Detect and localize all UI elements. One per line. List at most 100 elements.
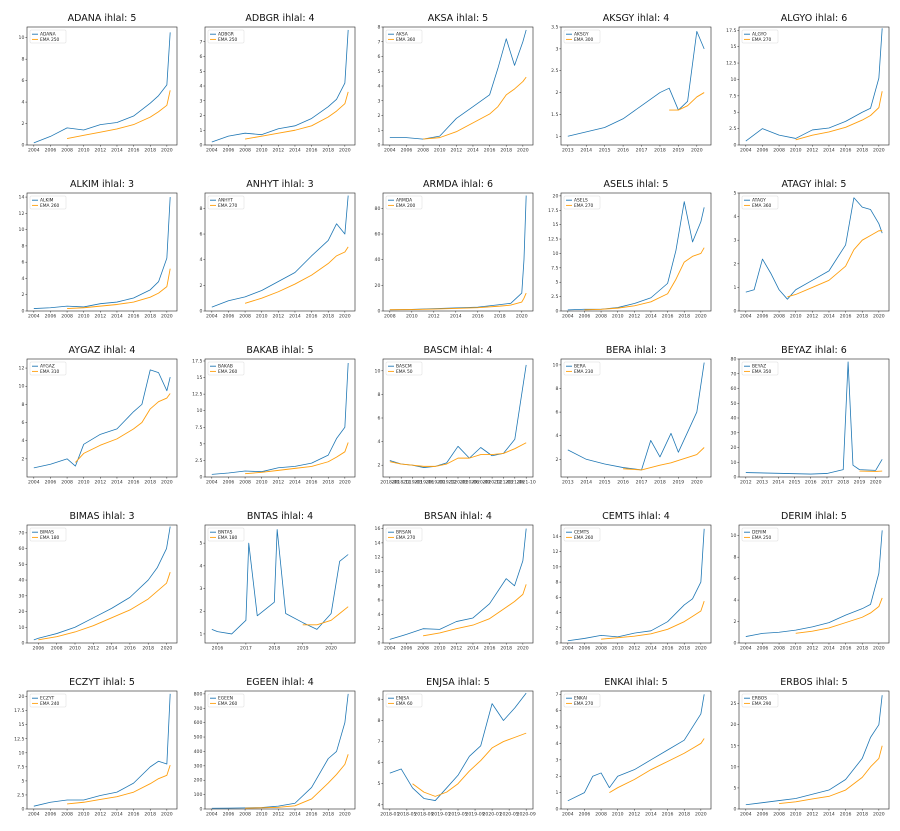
ema-series-line [66,90,171,140]
chart-svg: ARMDA ihlal: 6 0 20 40 60 80 2008 2010 2012 2014 2… [375,179,534,320]
chart-title: ATAGY ihlal: 5 [782,179,847,190]
x-tick-label: 2016 [128,148,140,154]
x-tick-label: 2006 [45,314,57,320]
plot-frame [204,192,356,312]
chart-svg: BASCM ihlal: 42468102018-092018-122019-0… [375,345,536,486]
x-tick-label: 2020 [691,480,703,486]
y-tick-label: 2 [21,456,24,462]
chart-svg: BERA ihlal: 3 2 4 6 8 10 2013 2014 2015 2016 2017 2… [553,345,712,486]
ema-series-line [609,738,705,793]
x-tick-label: 2020 [516,314,528,320]
y-tick-label: 17.5 [192,358,202,364]
x-tick-label: 2014 [645,314,657,320]
x-tick-label: 2006 [45,480,57,486]
x-tick-label: 2004 [562,812,574,818]
chart-panel: ECZYT ihlal: 5 0 2.5 5 7.5 10 12.5 15 17.5 20 2004… [5,676,181,826]
x-tick-label: 2017 [636,480,648,486]
chart-title: EGEEN ihlal: 4 [246,677,314,688]
chart-svg: ALKIM ihlal: 3 0 2 4 6 8 10 12 14 2004 2006 2008 201… [19,179,178,320]
x-tick-label: 2014 [111,314,123,320]
plot-frame [204,26,356,146]
plot-frame [26,26,178,146]
x-tick-label: 2010 [406,314,418,320]
x-tick-label: 2020 [339,314,351,320]
ema-series-line [795,91,883,141]
chart-panel: AKSA ihlal: 5 0 1 2 3 4 5 6 7 8 2004 2006 2008 2010 20… [361,12,537,162]
y-tick-label: 10 [375,368,381,374]
x-tick-label: 2014 [823,812,835,818]
y-tick-label: 7 [555,692,558,698]
x-tick-label: 2008 [61,148,73,154]
y-tick-label: 8 [377,583,380,589]
legend-label: BASCM [396,364,412,370]
y-tick-label: 2.5 [17,792,24,798]
x-tick-label: 2018 [654,480,666,486]
x-tick-label: 2020 [695,646,707,652]
y-tick-label: 0 [733,143,736,149]
chart-svg: AKSA ihlal: 5 0 1 2 3 4 5 6 7 8 2004 2006 2008 2010 20… [377,13,534,154]
legend-label: BAKAB [218,364,233,370]
x-tick-label: 2020 [161,480,173,486]
x-tick-label: 2010 [256,480,268,486]
x-tick-label: 2020 [517,148,529,154]
x-tick-label: 2020-09 [471,480,490,486]
plot-frame [382,690,534,810]
y-tick-label: 40 [731,416,737,422]
x-tick-label: 2012 [272,314,284,320]
y-tick-label: 8 [21,57,24,63]
chart-title: ALKIM ihlal: 3 [70,179,134,190]
y-tick-label: 2 [199,113,202,119]
y-tick-label: 70 [19,530,25,536]
x-tick-label: 2010 [256,148,268,154]
x-tick-label: 2004 [206,480,218,486]
y-tick-label: 7.5 [729,93,736,99]
x-tick-label: 2020-01 [482,812,501,818]
x-tick-label: 2014 [823,148,835,154]
legend-label: EMA 270 [574,203,594,209]
chart-panel: BRSAN ihlal: 4 0 2 4 6 8 10 12 14 16 2004 2006 2008 2… [361,510,537,660]
legend-frame [29,361,67,376]
y-tick-label: 2 [199,609,202,615]
chart-title: ADBGR ihlal: 4 [245,13,314,24]
ema-series-line [67,765,171,805]
x-tick-label: 2019 [673,480,685,486]
x-tick-label: 2006 [223,812,235,818]
legend-label: ADBGR [218,32,234,38]
y-tick-label: 20 [19,609,25,615]
x-tick-label: 2012 [450,148,462,154]
chart-panel: CEMTS ihlal: 4 0 2 4 6 8 10 12 14 2004 2006 2008 201… [539,510,715,660]
x-tick-label: 2006 [579,646,591,652]
x-tick-label: 2008 [61,314,73,320]
y-tick-label: 50 [731,401,737,407]
chart-panel: BNTAS ihlal: 4 1 2 3 4 5 2016 2017 2018 2019 2020 B… [183,510,359,660]
legend-label: BERA [574,364,586,370]
chart-title: AKSGY ihlal: 4 [603,13,670,24]
plot-frame [738,690,890,810]
chart-svg: ANHYT ihlal: 3 0 2 4 6 8 2004 2006 2008 2010 2012 2… [199,179,356,320]
x-tick-label: 2008 [773,148,785,154]
x-tick-label: 2020 [339,480,351,486]
x-tick-label: 2014 [823,314,835,320]
chart-svg: ECZYT ihlal: 5 0 2.5 5 7.5 10 12.5 15 17.5 20 2004… [14,677,178,818]
ema-series-line [412,732,527,797]
chart-svg: ERBOS ihlal: 5 0 5 10 15 20 25 2004 2006 2008 2010… [731,677,890,818]
chart-title: BASCM ihlal: 4 [424,345,493,356]
price-series-line [33,693,171,807]
x-tick-label: 2014 [645,646,657,652]
chart-panel: AKSGY ihlal: 4 1 1.5 2 2.5 3 3.5 2013 2014 2015 20… [539,12,715,162]
x-tick-label: 2012 [740,480,752,486]
legend-label: EMA 260 [218,369,238,375]
x-tick-label: 2008 [239,148,251,154]
ema-series-line [75,393,171,463]
x-tick-label: 2004 [384,148,396,154]
y-tick-label: 4 [733,214,736,220]
legend-label: EMA 270 [574,701,594,707]
y-tick-label: 0 [199,143,202,149]
x-tick-label: 2012 [428,314,440,320]
y-tick-label: 8 [555,580,558,586]
ema-series-line [389,442,527,467]
plot-frame [738,358,890,478]
